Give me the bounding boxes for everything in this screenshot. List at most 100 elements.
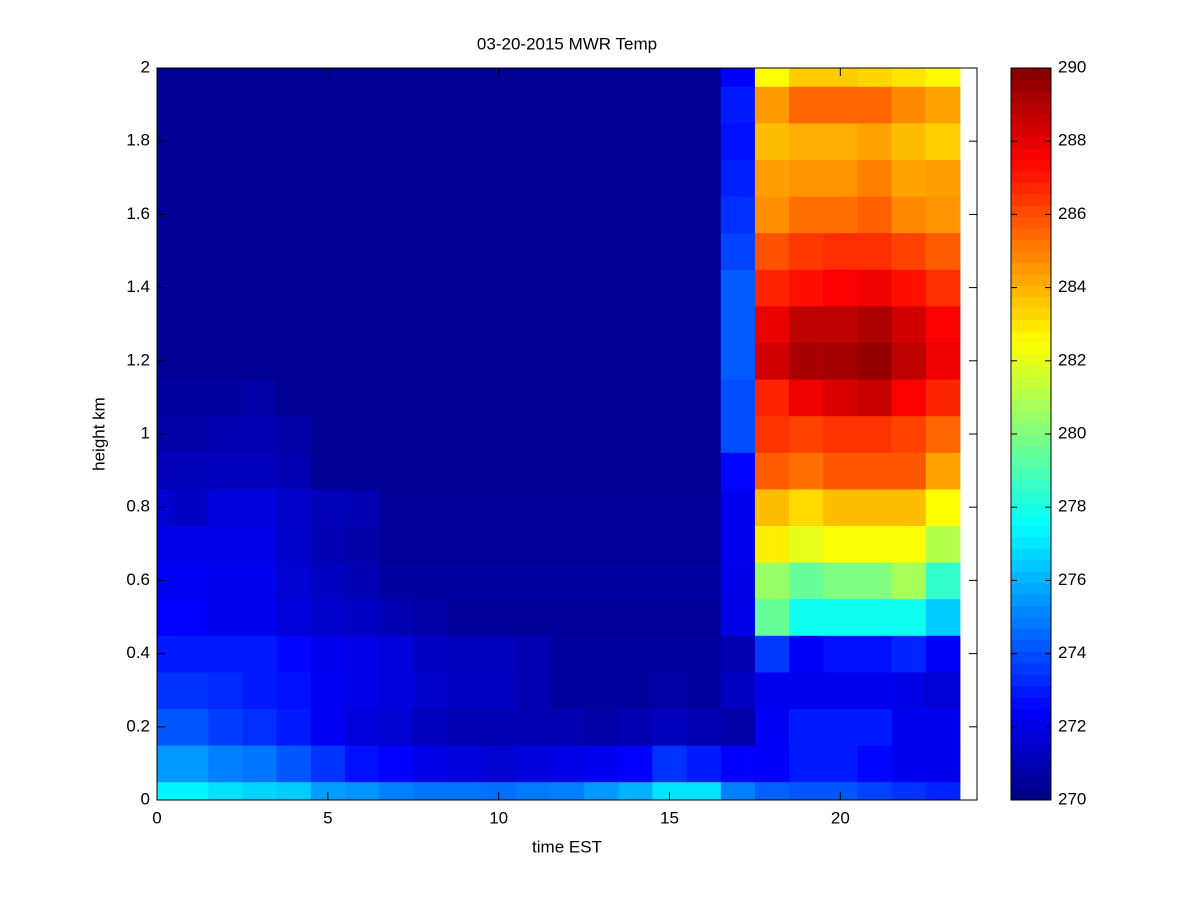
heatmap-cell (652, 598, 688, 636)
heatmap-cell (310, 122, 346, 160)
heatmap-cell (208, 562, 243, 600)
heatmap-cell (549, 635, 585, 673)
heatmap-cell (174, 452, 209, 490)
heatmap-cell (618, 269, 653, 307)
y-tick-label: 1.6 (126, 204, 150, 223)
colorbar-swatch (1011, 434, 1051, 446)
colorbar-swatch (1011, 90, 1051, 103)
heatmap-cell (925, 342, 961, 380)
heatmap-cell (242, 671, 278, 709)
heatmap-cell (157, 488, 175, 526)
heatmap-cell (823, 122, 858, 160)
colorbar-swatch (1011, 754, 1051, 767)
heatmap-cell (379, 781, 414, 800)
heatmap-cell (310, 415, 346, 453)
heatmap-cell (174, 781, 209, 800)
heatmap-cell (515, 635, 551, 673)
heatmap-cell (379, 159, 414, 197)
colorbar-tick-label: 276 (1058, 570, 1086, 589)
heatmap-cell (891, 305, 927, 343)
heatmap-cell (344, 525, 380, 563)
heatmap-cell (549, 781, 585, 800)
heatmap-cell (157, 232, 175, 270)
heatmap-cell (857, 269, 893, 307)
heatmap-cell (515, 86, 551, 124)
heatmap-cell (823, 342, 858, 380)
heatmap-cell (242, 86, 278, 124)
heatmap-cell (823, 671, 858, 709)
heatmap-cell (720, 488, 756, 526)
heatmap-cell (344, 379, 380, 417)
heatmap-cell (515, 781, 551, 800)
heatmap-cell (208, 635, 243, 673)
heatmap-cell (823, 305, 858, 343)
heatmap-cell (754, 488, 790, 526)
heatmap-cell (157, 415, 175, 453)
heatmap-cell (276, 232, 312, 270)
heatmap-cell (652, 232, 688, 270)
heatmap-cell (925, 269, 961, 307)
heatmap-cell (720, 232, 756, 270)
heatmap-cell (686, 745, 722, 783)
heatmap-cell (891, 379, 927, 417)
heatmap-cell (515, 671, 551, 709)
heatmap-cell (413, 159, 448, 197)
heatmap-cell (208, 488, 243, 526)
colorbar-swatch (1011, 388, 1051, 401)
heatmap-cell (618, 562, 653, 600)
heatmap-cell (618, 488, 653, 526)
heatmap-cell (379, 562, 414, 600)
heatmap-cell (413, 86, 448, 124)
heatmap-cell (515, 488, 551, 526)
heatmap-cell (344, 196, 380, 234)
heatmap-cell (925, 525, 961, 563)
heatmap-cell (276, 452, 312, 490)
heatmap-cell (515, 562, 551, 600)
heatmap-cell (891, 781, 927, 800)
heatmap-cell (891, 86, 927, 124)
heatmap-cell (652, 196, 688, 234)
heatmap-cell (823, 159, 858, 197)
heatmap-cell (242, 342, 278, 380)
heatmap-cell (447, 379, 483, 417)
heatmap-cell (652, 525, 688, 563)
heatmap-cell (276, 269, 312, 307)
heatmap-cell (481, 68, 517, 87)
heatmap-cell (242, 305, 278, 343)
heatmap-cell (174, 196, 209, 234)
heatmap-cell (379, 488, 414, 526)
heatmap-cell (618, 598, 653, 636)
colorbar-swatch (1011, 422, 1051, 435)
y-tick-label: 0.8 (126, 497, 150, 516)
heatmap-cell (652, 122, 688, 160)
heatmap-cell (720, 305, 756, 343)
heatmap-cell (686, 598, 722, 636)
heatmap-cell (891, 488, 927, 526)
heatmap-cell (618, 196, 653, 234)
heatmap-cell (413, 305, 448, 343)
heatmap-cell (823, 232, 858, 270)
heatmap-cell (549, 671, 585, 709)
heatmap-cell (652, 488, 688, 526)
heatmap-cell (686, 781, 722, 800)
heatmap-cell (379, 305, 414, 343)
heatmap-cell (344, 269, 380, 307)
heatmap-cell (891, 196, 927, 234)
heatmap-cell (276, 415, 312, 453)
heatmap-cell (413, 68, 448, 87)
heatmap-cell (515, 122, 551, 160)
heatmap-cell (618, 415, 653, 453)
heatmap-cell (413, 196, 448, 234)
heatmap-cell (823, 635, 858, 673)
colorbar-swatch (1011, 639, 1051, 652)
y-tick-label: 0.6 (126, 570, 150, 589)
colorbar-swatch (1011, 399, 1051, 412)
colorbar-swatch (1011, 296, 1051, 309)
heatmap-cell (481, 196, 517, 234)
heatmap-cell (618, 635, 653, 673)
heatmap-cell (174, 488, 209, 526)
colorbar-swatch (1011, 319, 1051, 332)
heatmap-cell (276, 68, 312, 87)
heatmap-cell (413, 671, 448, 709)
colorbar-swatch (1011, 125, 1051, 138)
